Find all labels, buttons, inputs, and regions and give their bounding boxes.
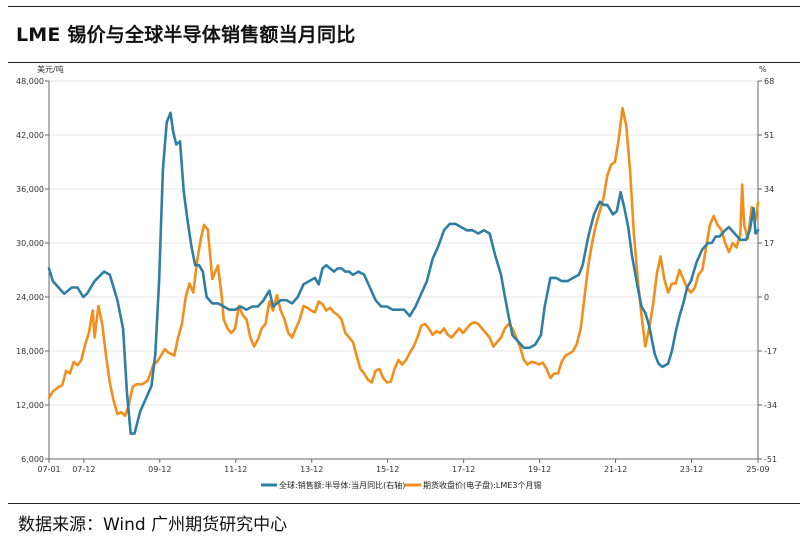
y-right-tick-label: 68 <box>764 77 774 86</box>
y-left-tick-label: 12,000 <box>16 401 44 410</box>
x-tick-label: 25-09 <box>746 465 769 474</box>
y-left-tick-label: 24,000 <box>16 293 44 302</box>
legend-label-lme-tin: 期货收盘价(电子盘):LME3个月锡 <box>423 480 541 490</box>
series-line-lme-tin <box>47 106 760 418</box>
top-rule <box>8 6 800 7</box>
y-left-tick-label: 48,000 <box>16 77 44 86</box>
y-right-tick-label: -17 <box>764 347 777 356</box>
y-left-tick-label: 30,000 <box>16 239 44 248</box>
y-right-tick-label: -34 <box>764 401 777 410</box>
chart-svg: 6,000 -51 12,000 -34 18,000 -17 24,000 0 30,000 1… <box>16 64 777 490</box>
x-tick-label: 11-12 <box>224 465 247 474</box>
y-left-unit: 美元/吨 <box>37 64 64 74</box>
x-tick-label: 23-12 <box>680 465 703 474</box>
title-rule <box>8 62 800 63</box>
y-left-tick-label: 6,000 <box>21 455 44 464</box>
x-tick-label: 19-12 <box>528 465 551 474</box>
y-right-tick-label: 0 <box>764 293 769 302</box>
y-right-tick-label: 34 <box>764 185 774 194</box>
source-note: 数据来源：Wind 广州期货研究中心 <box>18 515 288 535</box>
y-right-tick-label: 17 <box>764 239 774 248</box>
grid-layer <box>49 80 758 460</box>
legend-label-semiconductor: 全球:销售额:半导体:当月同比(右轴) <box>279 480 405 490</box>
x-tick-label: 07-12 <box>72 465 95 474</box>
chart-title: LME 锡价与全球半导体销售额当月同比 <box>16 24 356 46</box>
y-left-tick-label: 18,000 <box>16 347 44 356</box>
x-tick-label: 09-12 <box>148 465 171 474</box>
legend: 全球:销售额:半导体:当月同比(右轴) 期货收盘价(电子盘):LME3个月锡 <box>261 480 541 490</box>
x-tick-label: 21-12 <box>604 465 627 474</box>
y-left-tick-label: 42,000 <box>16 131 44 140</box>
x-tick-label: 13-12 <box>300 465 323 474</box>
x-tick-label: 17-12 <box>452 465 475 474</box>
series-layer <box>47 106 760 435</box>
y-right-unit: % <box>759 65 767 74</box>
x-tick-label: 07-01 <box>37 465 60 474</box>
y-left-tick-label: 36,000 <box>16 185 44 194</box>
y-right-tick-label: -51 <box>764 455 777 464</box>
axes-layer: 6,000 -51 12,000 -34 18,000 -17 24,000 0 30,000 1… <box>16 64 777 474</box>
bottom-rule <box>8 503 800 504</box>
series-line-semiconductor-yoy <box>47 111 760 435</box>
x-tick-label: 15-12 <box>376 465 399 474</box>
y-right-tick-label: 51 <box>764 131 774 140</box>
